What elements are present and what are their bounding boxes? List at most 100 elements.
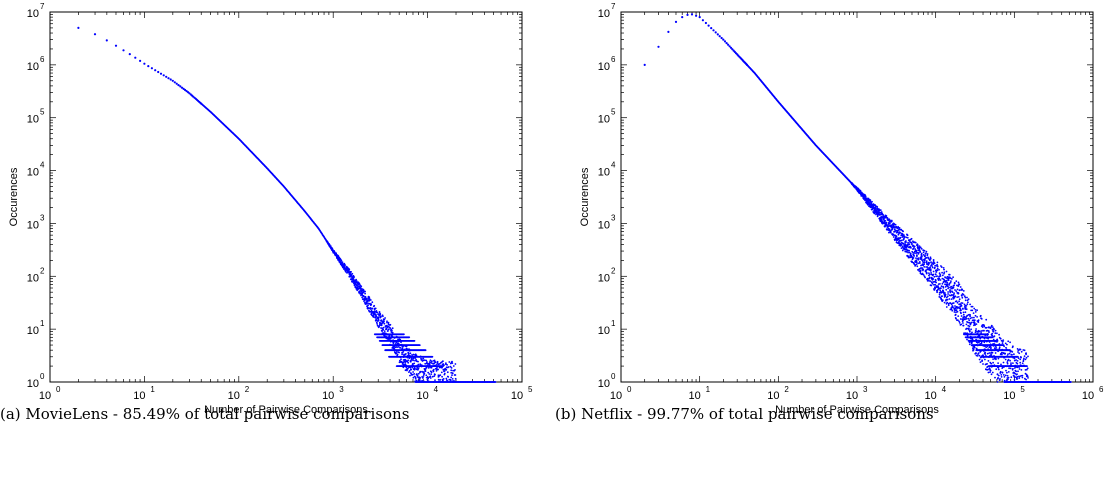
scatter-point bbox=[405, 347, 408, 350]
scatter-point bbox=[964, 311, 967, 314]
scatter-point bbox=[955, 309, 958, 311]
y-tick-label: 10 bbox=[27, 8, 39, 20]
scatter-point bbox=[422, 357, 425, 360]
scatter-point bbox=[908, 243, 911, 246]
scatter-point bbox=[916, 265, 919, 268]
scatter-point bbox=[990, 324, 993, 327]
plot-frame bbox=[49, 11, 523, 383]
scatter-point bbox=[902, 230, 904, 233]
scatter-point bbox=[368, 298, 371, 300]
scatter-point bbox=[429, 359, 432, 362]
scatter-point bbox=[960, 312, 962, 315]
scatter-point bbox=[991, 328, 994, 331]
scatter-point bbox=[995, 346, 998, 348]
scatter-point bbox=[371, 307, 374, 310]
scatter-point bbox=[939, 275, 942, 277]
scatter-point bbox=[408, 371, 410, 373]
scatter-point bbox=[906, 244, 909, 247]
scatter-point bbox=[414, 367, 416, 370]
scatter-point bbox=[367, 302, 369, 305]
scatter-point bbox=[934, 273, 937, 276]
scatter-point bbox=[944, 295, 947, 297]
scatter-point bbox=[1026, 375, 1029, 378]
scatter-point bbox=[352, 277, 355, 280]
scatter-point bbox=[994, 352, 997, 354]
scatter-point bbox=[950, 308, 953, 311]
scatter-point bbox=[945, 283, 948, 286]
scatter-point bbox=[980, 342, 983, 345]
scatter-point bbox=[401, 347, 404, 350]
scatter-point bbox=[399, 347, 402, 349]
x-tick-exponent: 4 bbox=[942, 385, 947, 394]
scatter-point bbox=[956, 288, 959, 291]
scatter-point bbox=[980, 330, 983, 332]
scatter-point bbox=[966, 303, 969, 306]
scatter-point bbox=[918, 245, 921, 248]
scatter-point bbox=[348, 275, 351, 278]
scatter-point bbox=[962, 324, 965, 327]
scatter-point bbox=[408, 336, 411, 339]
scatter-point bbox=[396, 353, 399, 356]
y-tick-label: 10 bbox=[27, 272, 39, 284]
scatter-point bbox=[962, 313, 965, 316]
scatter-point bbox=[979, 361, 982, 363]
scatter-point bbox=[1019, 358, 1022, 361]
scatter-point bbox=[409, 374, 411, 377]
scatter-point bbox=[968, 327, 970, 330]
scatter-point bbox=[432, 368, 435, 371]
scatter-point bbox=[988, 331, 990, 333]
scatter-point bbox=[171, 79, 174, 82]
scatter-point bbox=[924, 252, 927, 255]
scatter-point bbox=[924, 276, 926, 279]
scatter-point bbox=[923, 263, 926, 265]
scatter-point bbox=[372, 316, 375, 318]
scatter-point bbox=[445, 377, 448, 380]
scatter-point bbox=[686, 13, 689, 16]
scatter-point bbox=[701, 19, 704, 22]
scatter-point bbox=[876, 206, 879, 208]
scatter-point bbox=[1025, 368, 1028, 371]
scatter-point bbox=[997, 362, 999, 364]
y-tick-exponent: 2 bbox=[611, 266, 616, 275]
scatter-point bbox=[1023, 357, 1025, 360]
scatter-point bbox=[900, 243, 903, 246]
scatter-point bbox=[1010, 362, 1012, 364]
scatter-point bbox=[958, 298, 961, 301]
scatter-point bbox=[979, 314, 982, 317]
scatter-point bbox=[903, 234, 905, 237]
scatter-point bbox=[420, 358, 423, 361]
scatter-point bbox=[439, 362, 441, 365]
scatter-point bbox=[938, 277, 941, 280]
scatter-point bbox=[389, 327, 392, 329]
scatter-point bbox=[169, 78, 172, 81]
scatter-point bbox=[445, 362, 447, 365]
scatter-point bbox=[973, 316, 975, 319]
scatter-point bbox=[888, 228, 891, 231]
scatter-point bbox=[413, 368, 416, 371]
scatter-point bbox=[450, 367, 453, 369]
scatter-point bbox=[981, 326, 984, 328]
scatter-point bbox=[434, 373, 436, 376]
scatter-point bbox=[437, 368, 439, 371]
y-tick-exponent: 4 bbox=[40, 161, 45, 170]
scatter-point bbox=[928, 262, 931, 264]
scatter-point bbox=[1014, 376, 1016, 378]
scatter-point bbox=[411, 373, 414, 376]
scatter-points bbox=[643, 13, 1072, 383]
scatter-point bbox=[937, 279, 940, 281]
scatter-point bbox=[443, 364, 445, 366]
scatter-point bbox=[452, 365, 455, 367]
x-tick-exponent: 1 bbox=[150, 385, 155, 394]
scatter-point bbox=[1023, 355, 1026, 357]
scatter-point bbox=[948, 286, 950, 289]
scatter-point bbox=[956, 301, 959, 304]
scatter-point bbox=[987, 371, 990, 374]
scatter-point bbox=[970, 321, 973, 324]
scatter-point bbox=[395, 351, 398, 353]
scatter-point bbox=[943, 301, 946, 304]
scatter-point bbox=[944, 292, 946, 294]
scatter-point bbox=[964, 306, 967, 309]
scatter-point bbox=[681, 16, 684, 19]
scatter-point bbox=[449, 379, 452, 382]
scatter-point bbox=[366, 297, 368, 300]
